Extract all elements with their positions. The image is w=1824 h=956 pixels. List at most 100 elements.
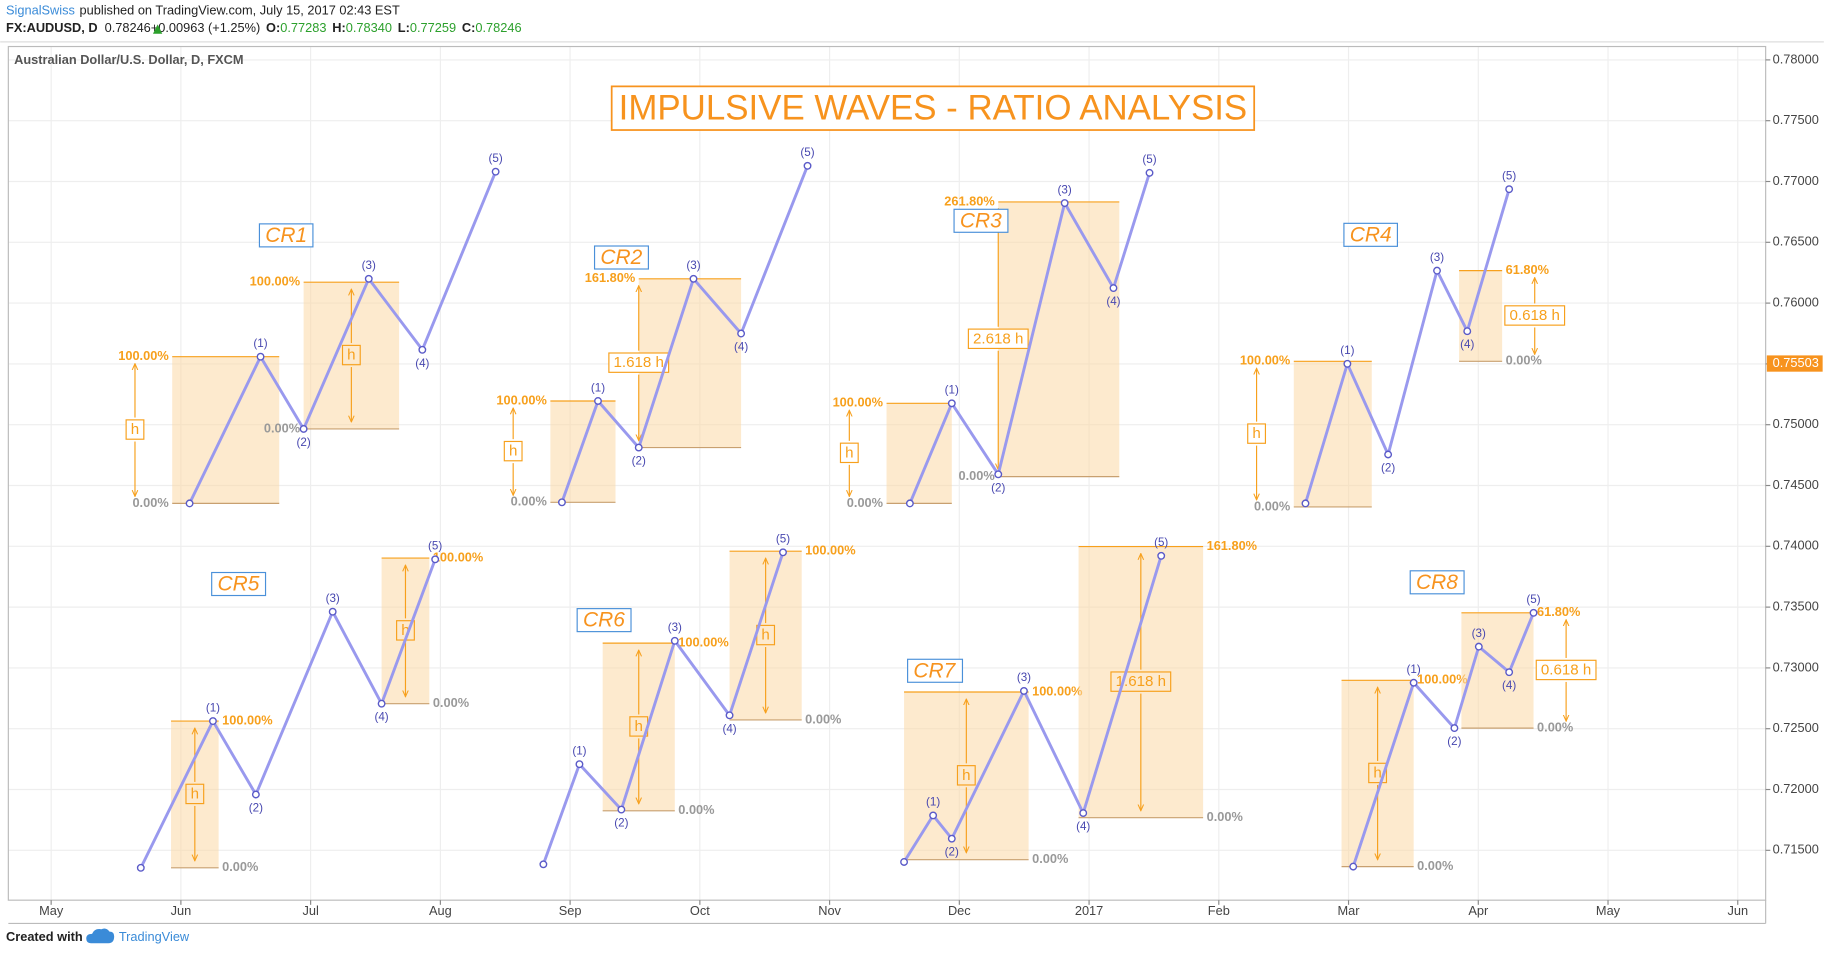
pattern-name-box <box>953 208 1009 233</box>
pattern-name: CR2 <box>600 246 642 269</box>
h-label-box <box>1247 423 1267 444</box>
fib-label: 0.00% <box>511 494 548 509</box>
wave-point <box>299 425 308 433</box>
h-label: 2.618 h <box>973 330 1023 347</box>
fib-label: 0.00% <box>264 420 301 435</box>
wave-point <box>779 548 787 557</box>
plot-border <box>7 45 1767 901</box>
wave-label: (1) <box>572 745 586 758</box>
y-tick-label: 0.77500 <box>1773 112 1819 127</box>
fib-label: 0.00% <box>1417 858 1454 873</box>
x-tick-label: 2017 <box>1075 903 1103 918</box>
instrument: Australian Dollar/U.S. Dollar, D, FXCM <box>14 52 243 67</box>
h-label: h <box>401 622 409 639</box>
fib-label: 0.00% <box>1032 851 1069 866</box>
x-tick-label: Apr <box>1468 903 1489 918</box>
wave-label: (4) <box>415 357 429 370</box>
wave-point <box>947 399 956 408</box>
y-tick-label: 0.73000 <box>1773 659 1819 674</box>
fib-box <box>1461 612 1534 729</box>
pattern-name: CR3 <box>960 209 1002 232</box>
footer-created: Created with <box>6 929 83 944</box>
fib-label: 0.00% <box>805 711 842 726</box>
h-label-box <box>1110 671 1172 692</box>
wave-point <box>1433 266 1441 275</box>
wave-line <box>188 171 497 505</box>
wave-point <box>670 636 679 645</box>
x-tick-label: Nov <box>818 903 841 918</box>
wave-point <box>185 499 194 508</box>
wave-point <box>1079 809 1088 818</box>
wave-label: (3) <box>686 259 700 272</box>
x-tick-label: May <box>1596 903 1621 918</box>
chart-title: IMPULSIVE WAVES - RATIO ANALYSIS <box>619 89 1248 128</box>
wave-point <box>1343 359 1352 368</box>
h-label-box <box>1535 659 1597 681</box>
h-label-box <box>1368 762 1388 784</box>
wave-point <box>737 329 746 338</box>
wave-point <box>1474 642 1483 651</box>
wave-label: (2) <box>991 481 1005 494</box>
wave-label: (4) <box>1502 679 1516 692</box>
x-tick-label: Feb <box>1208 903 1230 918</box>
wave-label: (5) <box>800 146 814 159</box>
ohlc-value: 0.77259 <box>410 20 456 35</box>
x-tick-label: Sep <box>559 903 582 918</box>
wave-line <box>908 172 1151 504</box>
wave-pattern: 100.00% 0.00% h 261.80% 0.00% 2.618 h (1) (2) (3… <box>833 153 1157 510</box>
y-tick-label: 0.74000 <box>1773 538 1819 553</box>
wave-point <box>947 834 956 843</box>
wave-point <box>575 760 584 769</box>
h-label: h <box>509 443 517 460</box>
wave-line <box>1351 612 1535 868</box>
author[interactable]: SignalSwiss <box>6 3 75 18</box>
wave-pattern: 100.00% 0.00% h 161.80% 0.00% 1.618 h (1) (2) (3… <box>900 536 1258 866</box>
wave-point <box>929 811 938 820</box>
h-label-box <box>608 352 670 373</box>
wave-point <box>1145 168 1154 177</box>
wave-label: (4) <box>1106 295 1120 308</box>
ohlc-value: 0.78340 <box>346 20 392 35</box>
h-label: h <box>635 718 643 735</box>
h-label: h <box>845 444 853 461</box>
wave-point <box>1463 327 1472 336</box>
published: published on TradingView.com, July 15, 2… <box>80 3 400 18</box>
ohlc-label: O: <box>266 20 280 35</box>
header-line2: FX:AUDUSD, D 0.78246+0.00963 (+1.25%) O:0.… <box>6 20 522 35</box>
wave-point <box>803 161 812 170</box>
x-tick-label: Dec <box>948 903 971 918</box>
wave-pattern: 100.00% 0.00% h 100.00% 0.00% h (1) (2) (3) (4) (5… <box>539 533 856 869</box>
wave-label: (5) <box>1142 153 1156 166</box>
h-label: h <box>191 785 199 802</box>
pattern-name: CR5 <box>218 573 260 596</box>
fib-label: 0.00% <box>132 495 169 510</box>
wave-point <box>364 274 373 283</box>
x-tick-label: May <box>39 903 64 918</box>
x-tick-label: Jun <box>1727 903 1748 918</box>
fib-label: 0.00% <box>1254 498 1291 513</box>
pattern-name: CR4 <box>1350 223 1392 246</box>
h-label: 0.618 h <box>1510 307 1560 324</box>
pattern-name-box <box>576 608 632 633</box>
wave-line <box>139 558 437 869</box>
fib-label: 100.00% <box>222 712 273 727</box>
wave-label: (2) <box>249 802 263 815</box>
x-tick-label: Aug <box>429 903 452 918</box>
h-label: h <box>1252 425 1260 442</box>
wave-point <box>208 717 217 726</box>
fib-label: 161.80% <box>585 270 636 285</box>
fib-box <box>886 403 952 504</box>
wave-point <box>1019 686 1028 695</box>
fib-box <box>550 400 616 503</box>
fib-label: 161.80% <box>1207 538 1258 553</box>
footer-brand[interactable]: TradingView <box>119 929 190 944</box>
ohlc-value: 0.77283 <box>280 20 326 35</box>
pattern-name: CR6 <box>583 609 625 632</box>
wave-label: (5) <box>1526 593 1540 606</box>
wave-point <box>1301 499 1310 508</box>
wave-point <box>256 352 265 361</box>
wave-line <box>902 555 1163 863</box>
wave-point <box>1349 862 1358 871</box>
h-label-box <box>956 765 976 786</box>
wave-line <box>560 165 809 503</box>
